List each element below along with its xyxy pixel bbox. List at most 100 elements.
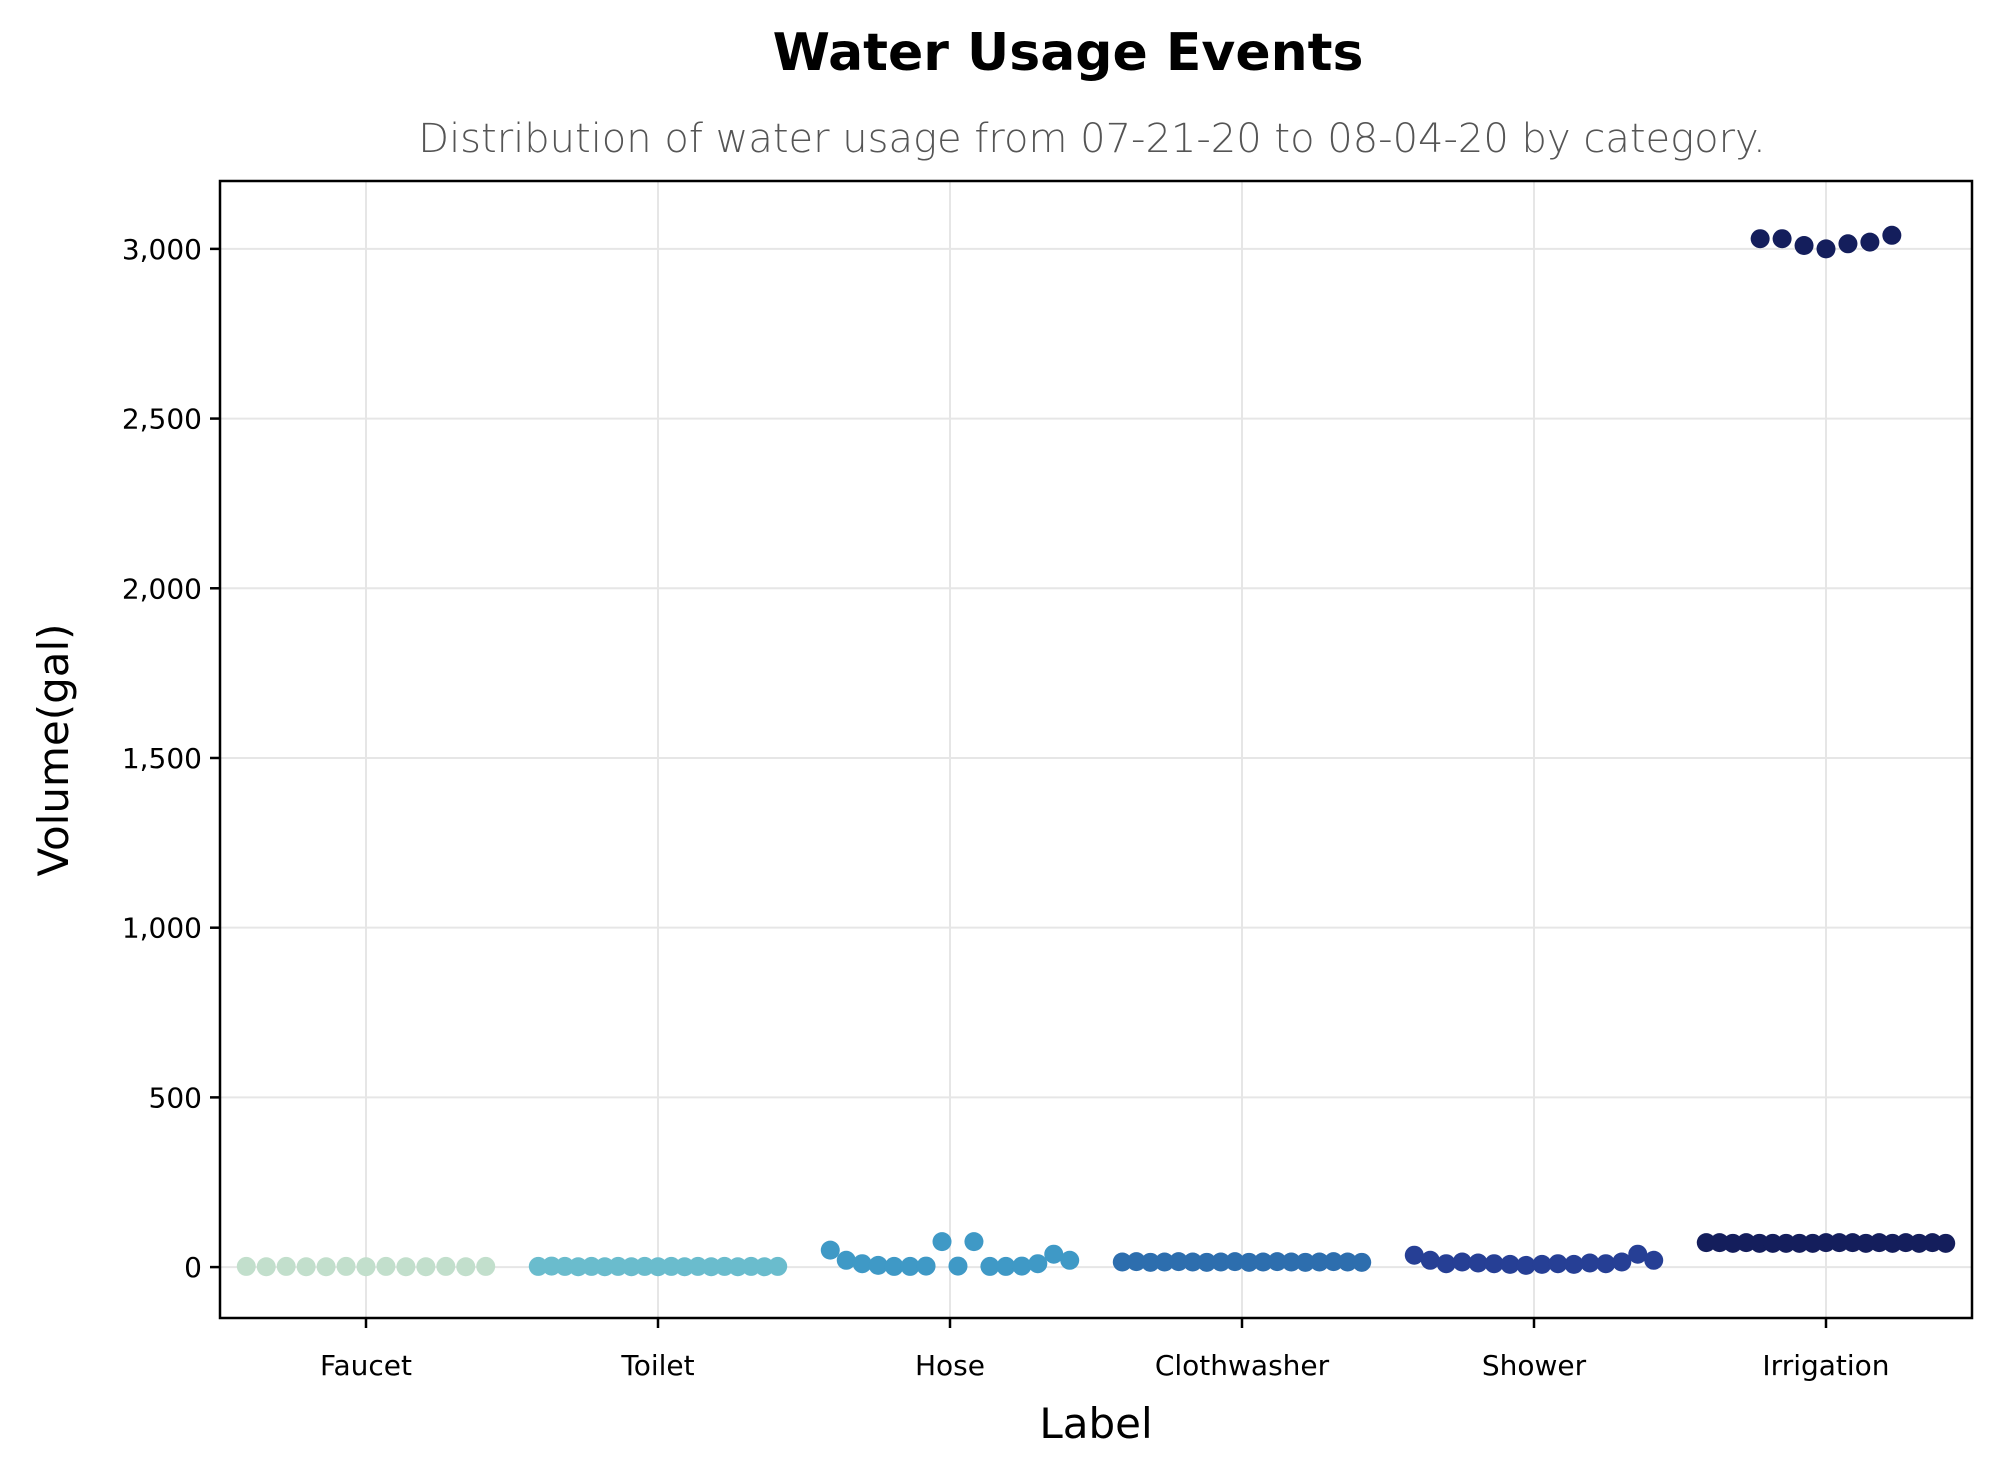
data-point-faucet <box>396 1257 416 1277</box>
data-point-shower <box>1436 1254 1456 1274</box>
data-point-clothwasher <box>1211 1252 1231 1272</box>
data-point-faucet <box>256 1257 276 1277</box>
data-point-hose <box>996 1256 1016 1276</box>
data-point-irrigation <box>1763 1233 1783 1253</box>
data-point-shower <box>1420 1250 1440 1270</box>
data-point-clothwasher <box>1197 1252 1217 1272</box>
y-axis-title: Volume(gal) <box>29 623 78 876</box>
data-point-shower <box>1628 1244 1648 1264</box>
x-tick-label: Clothwasher <box>1155 1349 1330 1382</box>
data-point-clothwasher <box>1126 1252 1146 1272</box>
data-point-hose <box>884 1256 904 1276</box>
data-point-toilet <box>675 1257 695 1277</box>
data-point-hose <box>1028 1254 1048 1274</box>
data-point-hose <box>980 1256 1000 1276</box>
x-tick-label: Irrigation <box>1762 1349 1889 1382</box>
data-point-irrigation <box>1749 1233 1769 1253</box>
data-point-shower <box>1596 1254 1616 1274</box>
data-point-hose <box>948 1256 968 1276</box>
data-point-faucet <box>436 1256 456 1276</box>
data-point-clothwasher <box>1225 1252 1245 1272</box>
data-point-shower <box>1500 1254 1520 1274</box>
data-point-toilet <box>528 1256 548 1276</box>
x-tick-label: Shower <box>1482 1349 1587 1382</box>
data-point-faucet <box>336 1256 356 1276</box>
data-point-hose <box>1060 1250 1080 1270</box>
data-point-toilet <box>568 1257 588 1277</box>
data-point-toilet <box>768 1256 788 1276</box>
data-point-irrigation <box>1789 1233 1809 1253</box>
data-point-clothwasher <box>1324 1252 1344 1272</box>
data-point-clothwasher <box>1281 1252 1301 1272</box>
data-point-shower <box>1452 1252 1472 1272</box>
data-point-clothwasher <box>1295 1252 1315 1272</box>
data-point-shower <box>1468 1253 1488 1273</box>
x-tick-label: Faucet <box>320 1349 412 1382</box>
data-point-faucet <box>236 1256 256 1276</box>
y-tick-label: 0 <box>184 1251 202 1284</box>
data-point-irrigation <box>1776 1233 1796 1253</box>
grid <box>220 181 1972 1318</box>
data-point-faucet <box>356 1257 376 1277</box>
data-point-clothwasher <box>1253 1252 1273 1272</box>
data-point-faucet <box>296 1257 316 1277</box>
data-point-irrigation <box>1838 234 1858 254</box>
data-point-toilet <box>688 1256 708 1276</box>
plot-frame <box>218 179 1974 1320</box>
data-point-toilet <box>741 1256 761 1276</box>
data-point-faucet <box>476 1256 496 1276</box>
data-point-shower <box>1580 1253 1600 1273</box>
chart-title: Water Usage Events <box>773 23 1364 83</box>
data-point-faucet <box>416 1257 436 1277</box>
data-point-shower <box>1564 1254 1584 1274</box>
data-point-toilet <box>701 1257 721 1277</box>
x-axis-title: Label <box>1039 1399 1152 1448</box>
data-point-toilet <box>542 1256 562 1276</box>
data-point-faucet <box>316 1257 336 1277</box>
data-point-clothwasher <box>1352 1252 1372 1272</box>
data-point-shower <box>1516 1255 1536 1275</box>
data-point-hose <box>916 1256 936 1276</box>
data-point-shower <box>1644 1250 1664 1270</box>
chart-subtitle: Distribution of water usage from 07-21-2… <box>418 116 1765 162</box>
x-tick-label: Hose <box>915 1349 985 1382</box>
data-points <box>236 225 1956 1277</box>
data-point-hose <box>900 1256 920 1276</box>
data-point-irrigation <box>1816 239 1836 259</box>
data-point-clothwasher <box>1169 1252 1189 1272</box>
data-point-irrigation <box>1696 1233 1716 1253</box>
data-point-clothwasher <box>1239 1252 1259 1272</box>
data-point-shower <box>1532 1254 1552 1274</box>
data-point-toilet <box>661 1256 681 1276</box>
data-point-irrigation <box>1882 225 1902 245</box>
y-tick-label: 1,000 <box>122 912 202 945</box>
y-tick-label: 500 <box>149 1081 202 1114</box>
data-point-shower <box>1484 1254 1504 1274</box>
data-point-irrigation <box>1829 1233 1849 1253</box>
data-point-clothwasher <box>1140 1252 1160 1272</box>
data-point-toilet <box>635 1256 655 1276</box>
y-tick-label: 2,000 <box>122 572 202 605</box>
data-point-irrigation <box>1816 1233 1836 1253</box>
data-point-hose <box>820 1240 840 1260</box>
data-point-irrigation <box>1936 1233 1956 1253</box>
data-point-toilet <box>595 1257 615 1277</box>
y-tick-label: 2,500 <box>122 403 202 436</box>
data-point-hose <box>932 1232 952 1252</box>
data-point-shower <box>1612 1252 1632 1272</box>
data-point-faucet <box>456 1257 476 1277</box>
data-point-clothwasher <box>1155 1252 1175 1272</box>
x-tick-label: Toilet <box>620 1349 694 1382</box>
data-point-toilet <box>715 1256 735 1276</box>
data-point-toilet <box>581 1256 601 1276</box>
data-point-toilet <box>608 1256 628 1276</box>
data-point-irrigation <box>1794 235 1814 255</box>
data-point-toilet <box>555 1256 575 1276</box>
data-point-toilet <box>728 1257 748 1277</box>
data-point-irrigation <box>1772 229 1792 249</box>
data-point-hose <box>1012 1256 1032 1276</box>
data-point-toilet <box>648 1257 668 1277</box>
data-point-irrigation <box>1750 229 1770 249</box>
data-point-clothwasher <box>1183 1252 1203 1272</box>
